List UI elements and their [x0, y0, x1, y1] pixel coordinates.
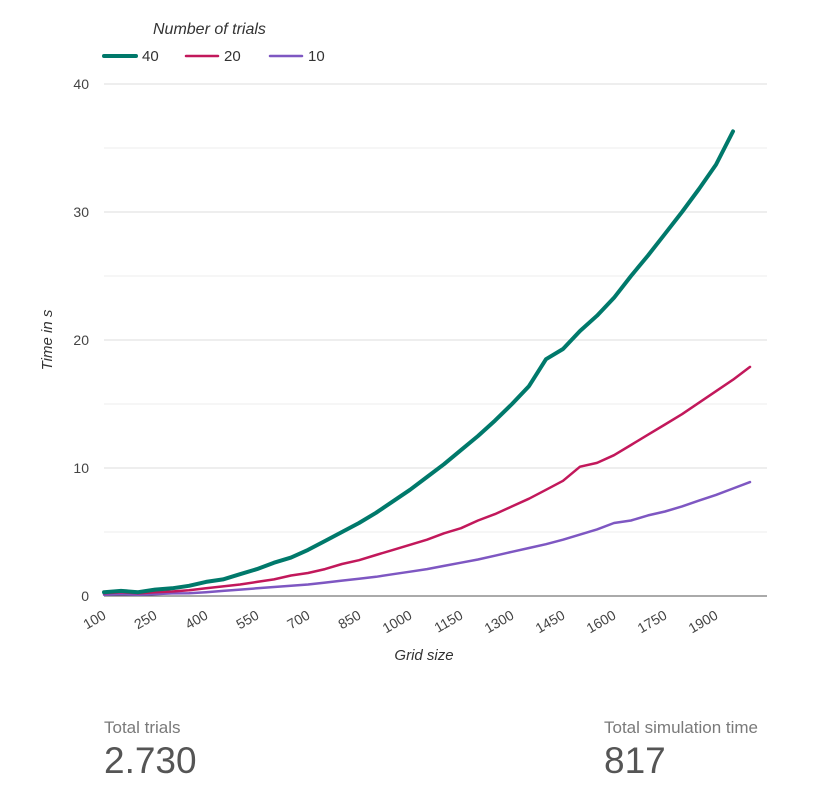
x-tick-label: 400 — [182, 607, 210, 633]
series-line-10 — [102, 480, 752, 596]
series-lines — [102, 129, 752, 596]
scorecard-value: 817 — [604, 740, 666, 781]
y-tick-label: 40 — [73, 76, 89, 92]
y-tick-label: 20 — [73, 332, 89, 348]
x-tick-label: 250 — [131, 607, 159, 633]
x-tick-label: 100 — [80, 607, 108, 633]
y-tick-label: 10 — [73, 460, 89, 476]
scorecard-value: 2.730 — [104, 740, 197, 781]
legend-title: Number of trials — [153, 21, 266, 38]
scorecard-label: Total simulation time — [604, 718, 759, 737]
line-chart: 0 10 20 30 40 100 250 400 550 700 850 1000 1150 1300… — [39, 21, 767, 664]
x-axis-title: Grid size — [394, 647, 453, 664]
legend-label-20: 20 — [224, 48, 241, 65]
x-tick-label: 550 — [233, 607, 261, 633]
x-tick-label: 1150 — [431, 607, 465, 636]
gridlines — [104, 83, 767, 597]
x-tick-label: 1000 — [380, 607, 415, 637]
x-tick-labels: 100 250 400 550 700 850 1000 1150 1300 1450 1600 17… — [80, 607, 720, 637]
x-tick-label: 1900 — [686, 607, 721, 637]
x-tick-label: 1300 — [482, 607, 517, 637]
legend: 40 20 10 — [102, 48, 325, 65]
scorecard-label: Total trials — [104, 718, 181, 737]
x-tick-label: 1450 — [533, 607, 568, 637]
x-tick-label: 1600 — [584, 607, 619, 637]
scorecard-total-trials: Total trials 2.730 — [104, 718, 197, 782]
x-tick-label: 1750 — [635, 607, 670, 637]
series-line-20 — [102, 365, 752, 595]
x-tick-label: 850 — [335, 607, 363, 633]
scorecard-total-simulation-time: Total simulation time 817 — [604, 718, 758, 782]
y-tick-label: 30 — [73, 204, 89, 220]
y-axis-title: Time in s — [39, 309, 56, 370]
legend-label-10: 10 — [308, 48, 325, 65]
legend-label-40: 40 — [142, 48, 159, 65]
y-tick-label: 0 — [81, 588, 89, 604]
series-line-40 — [102, 129, 735, 595]
y-tick-labels: 0 10 20 30 40 — [73, 76, 89, 604]
x-tick-label: 700 — [284, 607, 312, 633]
